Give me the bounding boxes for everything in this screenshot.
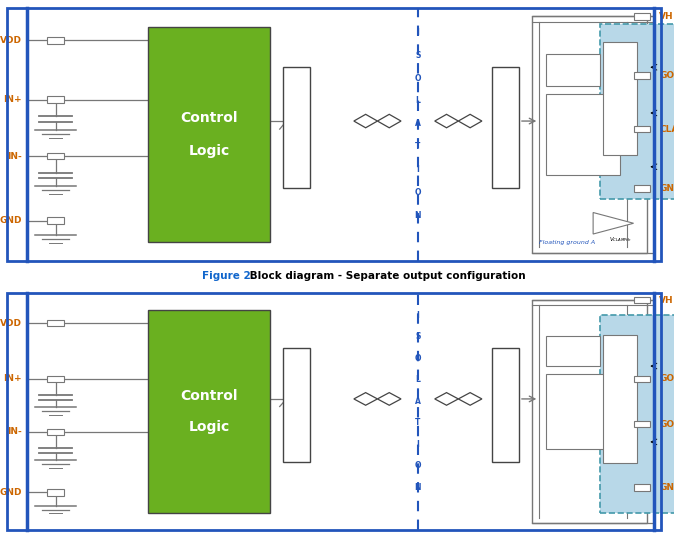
Bar [546,336,600,366]
Text: Control: Control [572,421,594,426]
Bar [47,490,64,495]
Polygon shape [664,363,671,369]
Text: IN+: IN+ [3,374,22,383]
Text: GON: GON [659,374,674,383]
Polygon shape [664,164,671,169]
Text: VDD: VDD [0,36,22,45]
Bar [492,349,519,462]
Text: VH: VH [659,12,674,20]
Text: IN+: IN+ [3,95,22,104]
Text: Logic: Logic [188,420,230,434]
Bar [532,16,647,253]
Text: Shifter: Shifter [610,416,630,421]
Text: Control: Control [180,390,238,404]
Bar [634,126,650,132]
Text: Control: Control [180,111,238,125]
Bar [283,67,310,188]
Bar [634,376,650,382]
Text: A: A [415,397,421,406]
Bar [634,13,650,19]
Text: Level: Level [612,84,628,90]
Text: L: L [415,96,421,105]
Text: VH: VH [659,296,674,305]
Text: Shifter: Shifter [610,113,630,118]
Bar [546,373,620,450]
Text: UVLO: UVLO [563,345,582,351]
Text: L: L [415,376,421,385]
Text: IN-: IN- [7,152,22,160]
Text: O: O [415,74,421,82]
Bar [603,335,637,463]
Bar [47,217,64,224]
Text: GOUT: GOUT [659,71,674,80]
Polygon shape [593,213,634,234]
Text: Floating ground A: Floating ground A [539,239,595,245]
Text: $V_{CLAMPth}$: $V_{CLAMPth}$ [609,235,632,244]
Text: VDD: VDD [0,318,22,328]
Text: Section: Section [572,127,594,132]
Text: GNDISO: GNDISO [659,184,674,193]
Text: Figure 2.: Figure 2. [202,271,255,281]
Text: Section: Section [572,404,594,409]
Text: S: S [415,332,421,342]
Text: UVLO: UVLO [563,63,582,70]
Bar [634,72,650,79]
Bar [603,41,637,155]
Bar [47,320,64,326]
Bar [634,297,650,303]
Polygon shape [664,65,671,70]
Text: T: T [415,419,421,428]
Bar [47,37,64,44]
Text: VH: VH [568,356,578,362]
Text: GNDISO: GNDISO [659,483,674,492]
Text: Logic: Logic [188,144,230,158]
Text: O: O [415,188,421,197]
Bar [148,310,270,513]
Bar [283,349,310,462]
Text: N: N [415,211,421,220]
Text: Logic: Logic [575,437,591,442]
Text: I: I [417,28,419,37]
Text: N: N [415,483,421,492]
Bar [634,185,650,192]
Text: Level: Level [612,384,628,389]
Bar [634,421,650,427]
Text: Control: Control [572,144,594,150]
Bar [634,484,650,491]
Text: GND: GND [0,216,22,225]
Polygon shape [664,439,671,444]
Text: IN-: IN- [7,427,22,436]
Text: T: T [415,142,421,151]
Bar [546,54,600,86]
Text: +: + [601,217,606,222]
Bar [600,24,674,199]
Text: I: I [417,311,419,320]
Text: S: S [415,51,421,60]
Text: Floating: Floating [570,388,596,393]
Text: O: O [415,462,421,470]
Text: A: A [415,119,421,128]
Bar [532,300,647,523]
Text: GND: GND [0,488,22,497]
Text: I: I [417,165,419,174]
Text: -: - [602,223,605,232]
Text: CLAMP: CLAMP [659,125,674,133]
Bar [47,429,64,435]
Text: GOFF: GOFF [659,420,674,429]
Bar [600,315,674,513]
Bar [148,27,270,242]
Bar [47,153,64,159]
Bar [492,67,519,188]
Text: O: O [415,354,421,363]
Text: Block diagram - Separate output configuration: Block diagram - Separate output configur… [246,271,526,281]
Text: I: I [417,440,419,449]
Bar [47,376,64,382]
Bar [546,94,620,175]
Polygon shape [664,110,671,116]
Text: Logic: Logic [575,162,591,167]
Text: Floating: Floating [570,109,596,115]
Text: VH: VH [568,75,578,81]
Bar [47,96,64,103]
